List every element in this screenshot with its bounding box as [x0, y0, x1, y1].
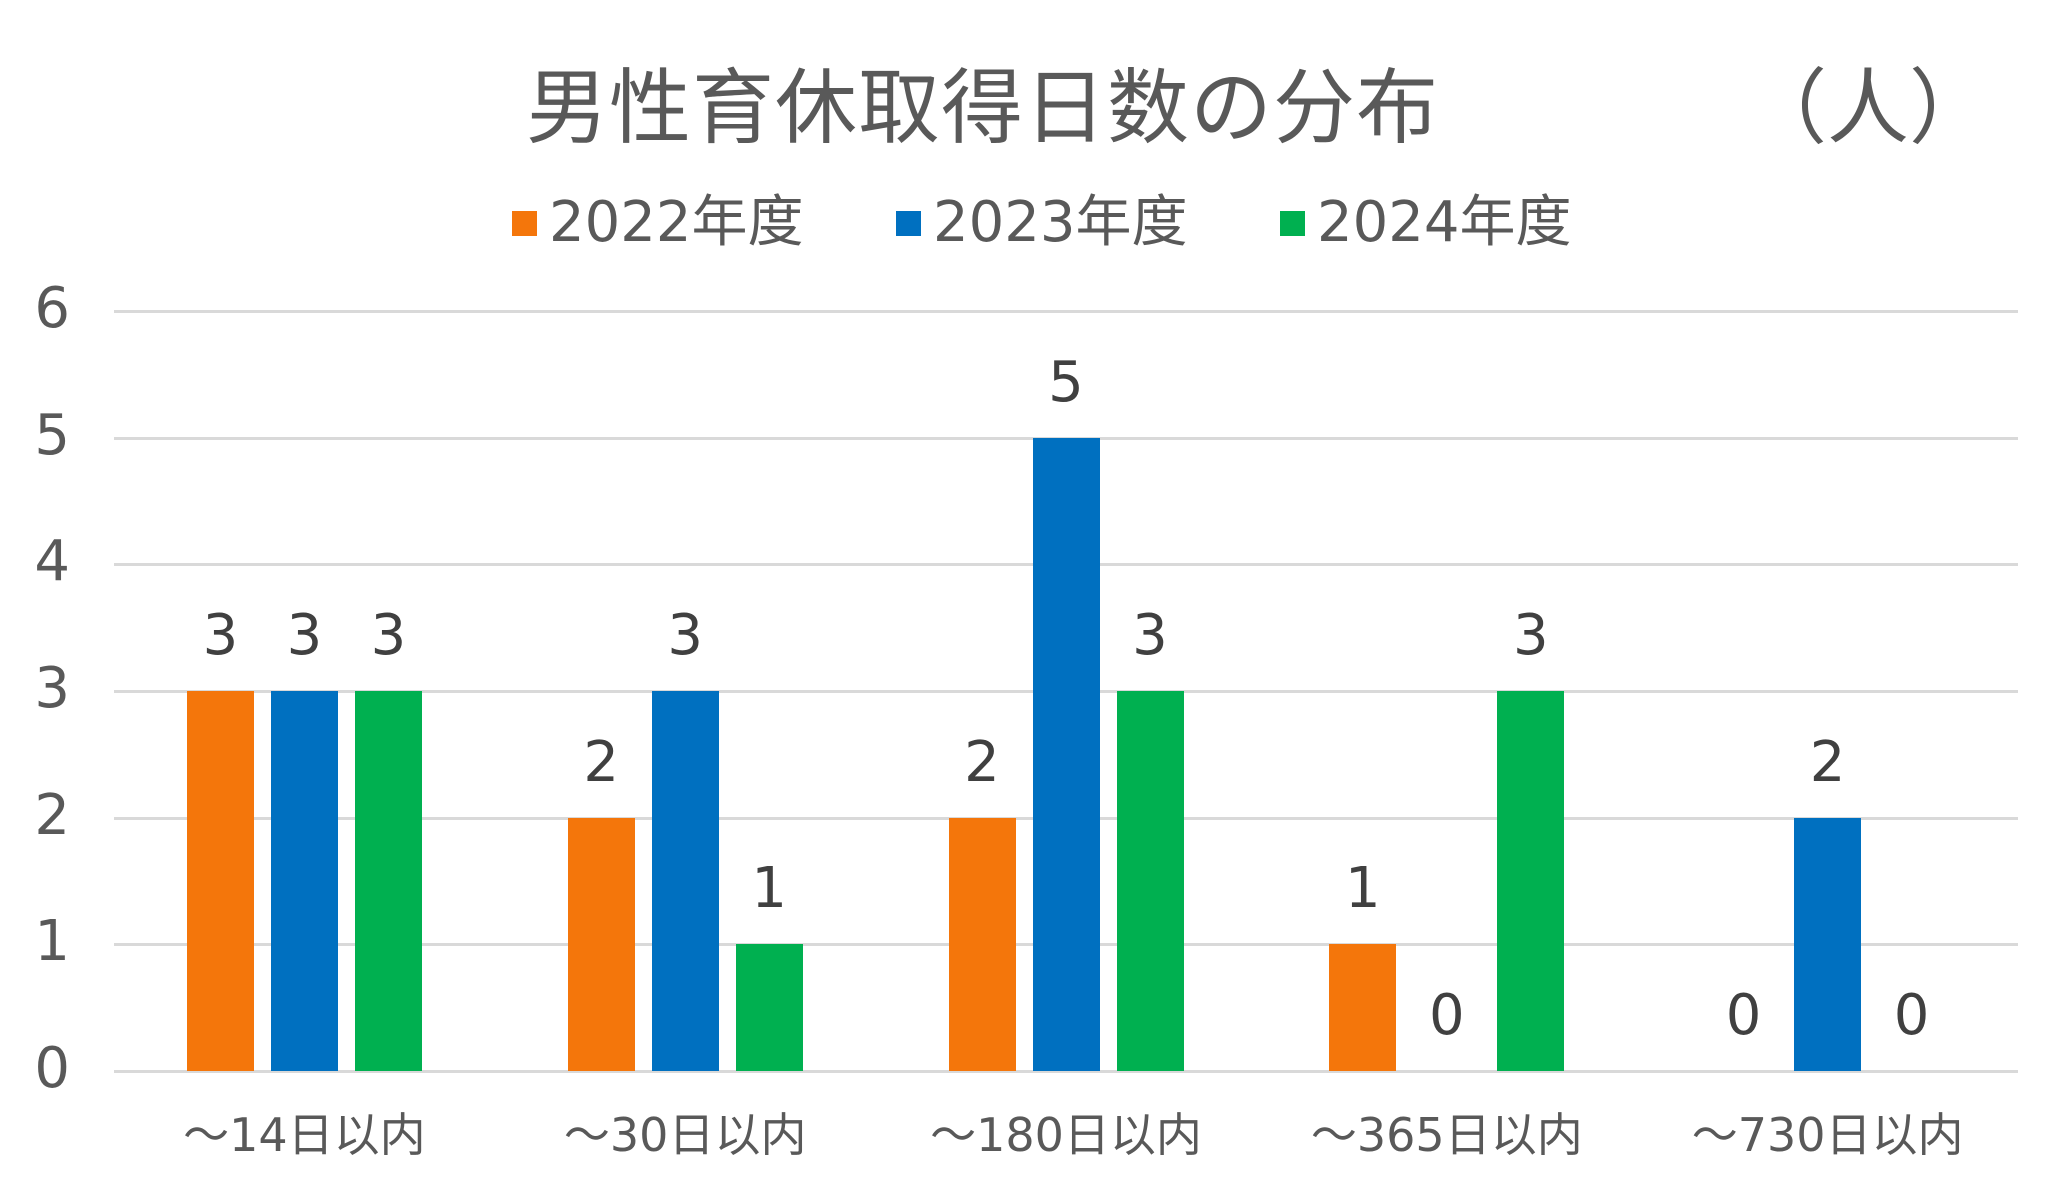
bar-2022年度-0: [186, 691, 254, 1071]
chart-title-text: 男性育休取得日数の分布: [526, 61, 1440, 156]
x-axis-label: ～180日以内: [930, 1108, 1202, 1162]
legend-swatch-2023: [896, 210, 921, 236]
bar-2023年度-0: [270, 691, 338, 1071]
y-tick-label: 2: [34, 782, 70, 848]
data-label: 2: [583, 729, 619, 795]
y-tick-label: 6: [34, 276, 70, 341]
data-label: 3: [286, 603, 323, 668]
data-label: 2: [964, 729, 1000, 795]
bar-2022年度-2: [948, 817, 1016, 1071]
data-label: 2: [1809, 729, 1846, 795]
legend-label-2022: 2022年度: [549, 190, 804, 255]
data-label: 0: [1893, 983, 1930, 1048]
bar-2023年度-2: [1032, 437, 1100, 1071]
data-label: 1: [751, 856, 787, 922]
y-tick-label: 0: [34, 1036, 70, 1101]
y-tick-label: 3: [34, 656, 70, 721]
data-label: 1: [1344, 856, 1381, 922]
legend-item-2022: 2022年度: [512, 188, 804, 258]
legend-swatch-2022: [512, 210, 537, 236]
chart-unit-label: （人）: [1745, 61, 1992, 156]
chart-title: 男性育休取得日数の分布 （人）: [0, 54, 2069, 164]
data-label: 0: [1725, 983, 1762, 1048]
bar-2024年度-2: [1116, 691, 1184, 1071]
bar-2022年度-1: [567, 817, 635, 1071]
legend-item-2023: 2023年度: [896, 188, 1188, 258]
data-label: 3: [667, 603, 703, 668]
x-axis-label: ～14日以内: [183, 1108, 426, 1162]
data-label: 3: [1132, 603, 1168, 668]
legend-swatch-2024: [1280, 210, 1305, 236]
bar-2024年度-0: [354, 691, 422, 1071]
data-label: 3: [202, 603, 239, 668]
bar-2023年度-1: [651, 691, 719, 1071]
gridline-6: [114, 310, 2018, 313]
legend-item-2024: 2024年度: [1280, 188, 1572, 258]
gridline-0: [114, 1070, 2018, 1073]
bar-2024年度-3: [1497, 691, 1565, 1071]
x-axis-label: ～365日以内: [1310, 1108, 1583, 1162]
x-axis-label: ～30日以内: [563, 1108, 807, 1162]
chart-legend: 2022年度 2023年度 2024年度: [0, 188, 2069, 258]
data-label: 5: [1048, 349, 1084, 415]
data-label: 3: [370, 603, 407, 668]
y-tick-label: 5: [34, 402, 70, 468]
data-label: 0: [1428, 983, 1465, 1048]
data-label: 3: [1512, 603, 1549, 668]
y-tick-label: 4: [34, 529, 70, 595]
legend-label-2024: 2024年度: [1317, 190, 1572, 255]
bar-2022年度-3: [1329, 944, 1397, 1071]
y-tick-label: 1: [34, 909, 70, 975]
bar-2024年度-1: [735, 944, 803, 1071]
legend-label-2023: 2023年度: [933, 190, 1188, 255]
x-axis-label: ～730日以内: [1691, 1108, 1964, 1162]
bar-2023年度-4: [1794, 817, 1862, 1071]
